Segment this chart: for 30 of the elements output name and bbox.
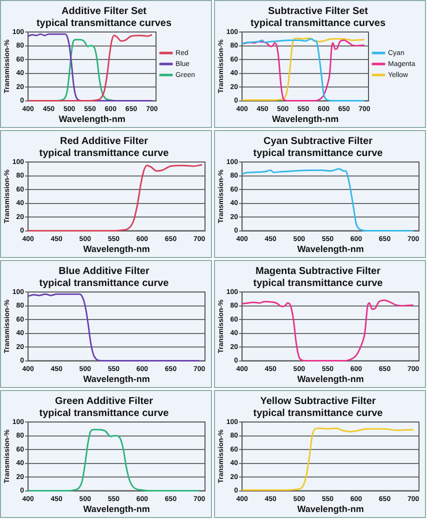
line-series bbox=[241, 300, 414, 362]
chart-title: Subtractive Filter Set bbox=[268, 6, 369, 17]
chart-title: Yellow Subtractive Filter bbox=[260, 396, 376, 407]
line-series bbox=[27, 293, 200, 362]
chart-subtitle: typical transmittance curves bbox=[250, 18, 386, 29]
x-axis-title: Wavelength-nm bbox=[83, 504, 150, 514]
chart-subtitle: typical transmittance curve bbox=[253, 148, 384, 159]
x-axis-title: Wavelength-nm bbox=[297, 244, 364, 254]
line-series bbox=[27, 428, 200, 492]
line-series bbox=[241, 427, 414, 491]
line-series bbox=[27, 164, 203, 232]
x-axis-title: Wavelength-nm bbox=[297, 504, 364, 514]
chart-title: Cyan Subtractive Filter bbox=[264, 136, 373, 147]
chart-subtitle: typical transmittance curve bbox=[39, 278, 170, 289]
chart-title: Magenta Subtractive Filter bbox=[255, 266, 381, 277]
chart-subtitle: typical transmittance curve bbox=[39, 148, 170, 159]
x-axis-title: Wavelength-nm bbox=[58, 114, 126, 124]
x-axis-title: Wavelength-nm bbox=[83, 374, 150, 384]
chart-title: Green Additive Filter bbox=[55, 396, 154, 407]
line-series bbox=[241, 168, 414, 232]
x-axis-title: Wavelength-nm bbox=[83, 244, 150, 254]
chart-subtitle: typical transmittance curve bbox=[253, 278, 384, 289]
chart-title: Blue Additive Filter bbox=[58, 266, 150, 277]
x-axis-title: Wavelength-nm bbox=[272, 114, 339, 124]
chart-title: Additive Filter Set bbox=[61, 6, 148, 17]
x-axis-title: Wavelength-nm bbox=[297, 374, 364, 384]
chart-title: Red Additive Filter bbox=[60, 136, 148, 147]
chart-subtitle: typical transmittance curve bbox=[253, 408, 384, 419]
chart-subtitle: typical transmittance curves bbox=[36, 18, 172, 29]
chart-subtitle: typical transmittance curve bbox=[39, 408, 170, 419]
